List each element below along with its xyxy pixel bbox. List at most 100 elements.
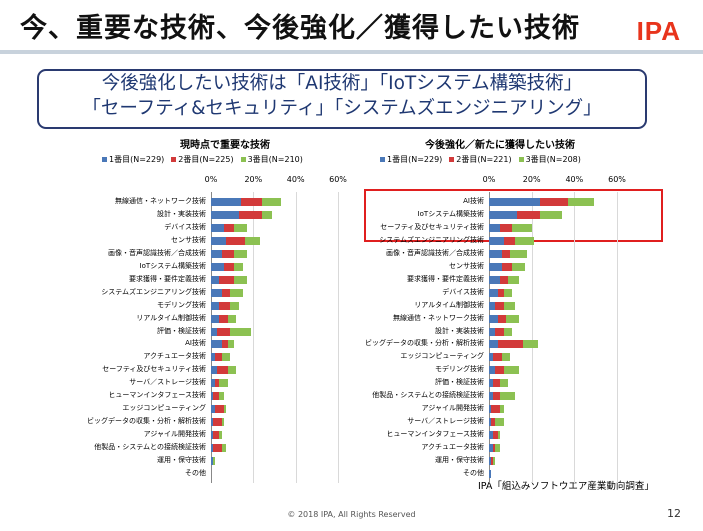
copyright: © 2018 IPA, All Rights Reserved bbox=[287, 510, 416, 519]
bar-segment bbox=[223, 262, 235, 271]
bar-segment bbox=[219, 379, 228, 388]
bar-segment bbox=[219, 275, 235, 284]
legend-future: 1番目(N=229) 2番目(N=221) 3番目(N=208) bbox=[380, 154, 581, 165]
category-label: 運用・保守技術 bbox=[435, 456, 484, 464]
bar-segment bbox=[219, 301, 231, 310]
bar-segment bbox=[499, 379, 509, 388]
bar-segment bbox=[508, 275, 519, 284]
bar-segment bbox=[503, 301, 515, 310]
bar-segment bbox=[540, 210, 562, 219]
bar-segment bbox=[510, 249, 528, 258]
bar-segment bbox=[221, 288, 231, 297]
x-tick-label: 60% bbox=[608, 175, 626, 184]
bar-segment bbox=[230, 288, 243, 297]
page-number: 12 bbox=[667, 507, 681, 520]
bar-segment bbox=[489, 262, 502, 271]
bar-segment bbox=[240, 198, 262, 206]
callout-line-1: 今後強化したい技術は「AI技術」「IoTシステム構築技術」 bbox=[101, 73, 583, 94]
gridline bbox=[253, 192, 255, 483]
bar-segment bbox=[234, 249, 247, 258]
bar-segment bbox=[516, 210, 541, 219]
bar-segment bbox=[497, 340, 524, 349]
bar-segment bbox=[493, 353, 502, 362]
category-label: 無線通信・ネットワーク技術 bbox=[393, 313, 484, 322]
category-label: センサ技術 bbox=[449, 261, 484, 270]
category-label: デバイス技術 bbox=[442, 287, 484, 296]
bar-segment bbox=[230, 301, 239, 310]
category-label: サーバ／ストレージ技術 bbox=[129, 378, 206, 387]
gridline bbox=[574, 192, 576, 483]
bar-segment bbox=[503, 366, 519, 375]
bar-segment bbox=[213, 444, 222, 453]
category-label: 画像・音声認識技術／合成技術 bbox=[108, 248, 206, 257]
bar-segment bbox=[497, 431, 500, 440]
bar-segment bbox=[211, 418, 214, 427]
category-label: モデリング技術 bbox=[157, 300, 206, 309]
bar-segment bbox=[261, 198, 281, 206]
x-tick-label: 40% bbox=[286, 175, 305, 184]
x-tick-label: 40% bbox=[565, 175, 584, 184]
category-label: デバイス技術 bbox=[164, 222, 206, 231]
title-divider bbox=[0, 50, 703, 54]
bar-segment bbox=[512, 223, 532, 232]
bar-segment bbox=[221, 444, 226, 453]
legend-item-third: 3番目(N=210) bbox=[240, 154, 303, 165]
bar-segment bbox=[493, 431, 498, 440]
category-label: アクチュエータ技術 bbox=[421, 443, 484, 452]
bar-segment bbox=[211, 327, 218, 336]
bar-segment bbox=[489, 366, 496, 375]
bar-segment bbox=[495, 444, 500, 453]
bar-segment bbox=[221, 353, 231, 362]
bar-segment bbox=[495, 418, 504, 427]
x-tick-label: 0% bbox=[482, 175, 496, 184]
bar-segment bbox=[489, 340, 498, 349]
bar-segment bbox=[211, 405, 216, 414]
bar-segment bbox=[489, 301, 496, 310]
bar-segment bbox=[497, 288, 504, 297]
category-label: モデリング技術 bbox=[435, 365, 484, 374]
bar-segment bbox=[489, 444, 494, 453]
bar-segment bbox=[489, 392, 494, 401]
bar-segment bbox=[567, 198, 594, 206]
bar-segment bbox=[219, 392, 224, 401]
bar-segment bbox=[225, 236, 245, 245]
bar-segment bbox=[489, 236, 504, 245]
legend-item-third: 3番目(N=208) bbox=[518, 154, 581, 165]
category-label: エッジコンピューティング bbox=[122, 404, 206, 413]
bar-segment bbox=[211, 198, 241, 206]
category-label: その他 bbox=[463, 468, 484, 477]
gridline bbox=[338, 192, 339, 483]
bar-segment bbox=[493, 392, 500, 401]
bar-segment bbox=[211, 353, 216, 362]
bar-segment bbox=[211, 392, 214, 401]
bar-segment bbox=[211, 288, 222, 297]
category-label: IoTシステム構築技術 bbox=[139, 261, 206, 270]
bar-segment bbox=[211, 249, 222, 258]
bar-segment bbox=[217, 366, 228, 375]
bar-segment bbox=[244, 236, 260, 245]
category-label: アジャイル開発技術 bbox=[421, 404, 484, 413]
category-label: ヒューマンインタフェース技術 bbox=[386, 430, 484, 439]
bar-segment bbox=[493, 379, 500, 388]
category-label: リアルタイム制御技術 bbox=[414, 300, 484, 309]
bar-segment bbox=[234, 262, 243, 271]
category-label: その他 bbox=[185, 468, 206, 477]
bar-segment bbox=[219, 431, 222, 440]
bar-segment bbox=[489, 198, 541, 206]
bar-segment bbox=[491, 405, 500, 414]
bar-segment bbox=[499, 275, 509, 284]
bar-segment bbox=[489, 379, 494, 388]
bar-segment bbox=[497, 314, 507, 323]
bar-segment bbox=[211, 340, 222, 349]
category-label: 評価・検証技術 bbox=[435, 378, 484, 387]
bar-segment bbox=[493, 457, 496, 465]
category-label: IoTシステム構築技術 bbox=[417, 209, 484, 218]
bar-segment bbox=[491, 418, 496, 427]
bar-segment bbox=[489, 327, 496, 336]
category-label: 運用・保守技術 bbox=[157, 456, 206, 464]
page-title: 今、重要な技術、今後強化／獲得したい技術 bbox=[20, 13, 580, 44]
legend-item-second: 2番目(N=225) bbox=[171, 154, 234, 165]
bar-segment bbox=[221, 249, 235, 258]
x-tick-label: 60% bbox=[329, 175, 347, 184]
bar-segment bbox=[211, 275, 220, 284]
